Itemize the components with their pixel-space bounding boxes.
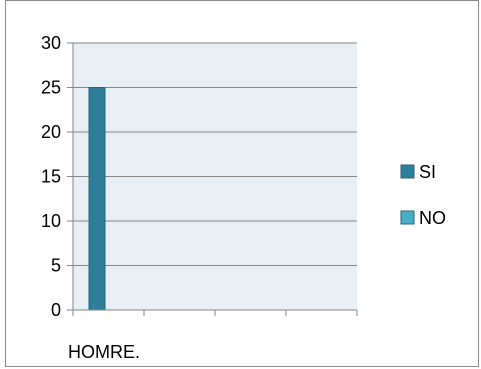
bars bbox=[88, 87, 106, 311]
legend: SI NO bbox=[400, 162, 446, 228]
gridlines bbox=[73, 42, 357, 266]
y-axis-ticks: 0 5 10 15 20 25 30 bbox=[41, 33, 73, 320]
x-axis-ticks bbox=[72, 310, 358, 316]
y-tick-label: 30 bbox=[41, 33, 61, 53]
bar-si bbox=[88, 87, 106, 311]
y-tick-label: 25 bbox=[41, 78, 61, 98]
y-tick-label: 15 bbox=[41, 167, 61, 187]
y-tick-label: 5 bbox=[51, 256, 61, 276]
y-tick-label: 20 bbox=[41, 122, 61, 142]
legend-swatch-no bbox=[400, 210, 415, 225]
x-category-label: HOMRE. bbox=[68, 342, 140, 362]
y-tick-label: 0 bbox=[51, 300, 61, 320]
legend-label-si: SI bbox=[419, 162, 436, 182]
legend-swatch-si bbox=[400, 164, 415, 179]
y-tick-label: 10 bbox=[41, 211, 61, 231]
legend-label-no: NO bbox=[419, 208, 446, 228]
